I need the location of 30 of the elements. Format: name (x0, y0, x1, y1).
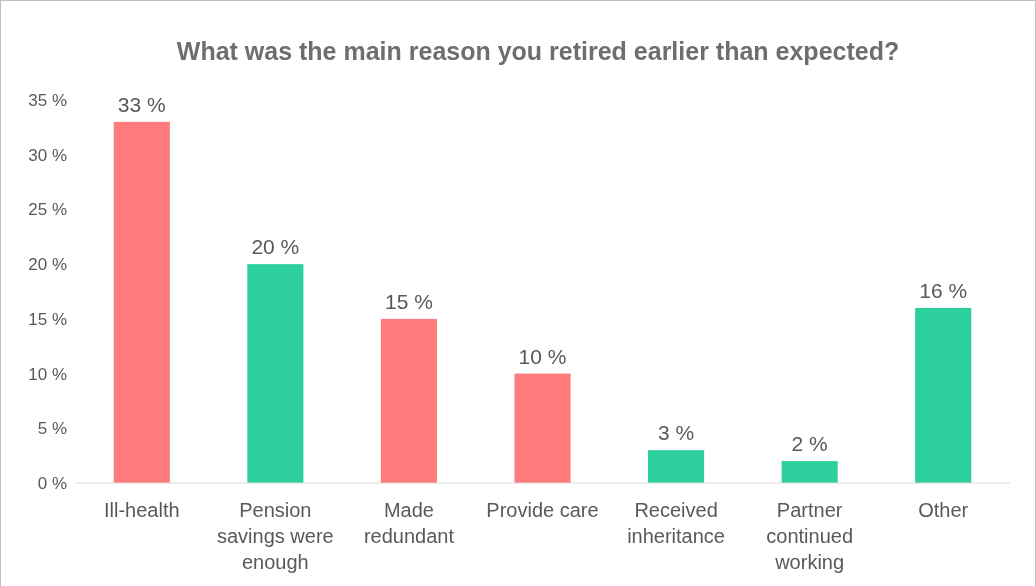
data-label: 16 % (919, 278, 968, 302)
bar (915, 307, 972, 483)
y-tick-label: 20 % (28, 255, 67, 275)
chart-title: What was the main reason you retired earlier than expected? (176, 37, 900, 65)
data-label: 3 % (657, 421, 695, 445)
bar (781, 461, 838, 483)
y-tick-label: 15 % (28, 309, 67, 329)
data-label: 2 % (791, 432, 828, 456)
x-tick-label: Provide care (486, 499, 599, 521)
data-label: 15 % (384, 289, 433, 313)
x-tick-label: Received inheritance (627, 499, 725, 547)
y-tick-label: 35 % (28, 90, 67, 110)
x-tick-label: Ill-health (103, 499, 180, 521)
data-label: 20 % (251, 235, 300, 259)
data-label: 33 % (117, 92, 166, 116)
x-tick-label: Other (918, 499, 969, 521)
bar (514, 373, 571, 483)
bar (247, 264, 304, 483)
data-label: 10 % (518, 344, 567, 368)
y-tick-label: 0 % (37, 473, 67, 493)
y-tick-label: 10 % (28, 364, 67, 384)
x-tick-label: Made redundant (363, 499, 455, 547)
y-tick-label: 5 % (37, 419, 67, 439)
bar (648, 450, 705, 483)
bar (380, 318, 437, 483)
x-tick-label: Partner continued working (766, 499, 854, 573)
bar (113, 121, 170, 483)
y-tick-label: 25 % (28, 200, 67, 220)
y-tick-label: 30 % (28, 145, 67, 165)
x-tick-label: Pension savings were enough (217, 499, 334, 573)
